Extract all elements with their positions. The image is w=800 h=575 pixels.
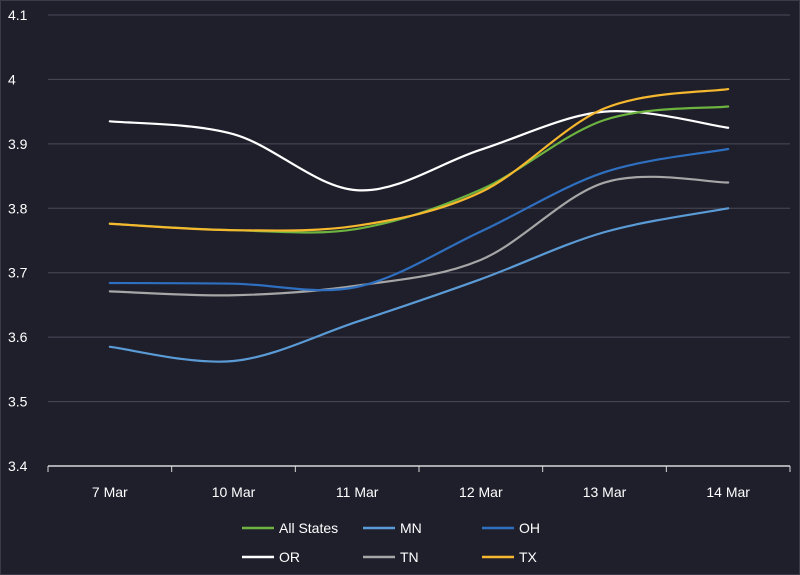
legend-item-or: OR	[242, 549, 300, 565]
series-line-oh	[108, 147, 730, 292]
legend-item-oh: OH	[482, 520, 540, 536]
legend-item-all-states: All States	[242, 520, 338, 536]
y-tick-label: 3.7	[8, 265, 28, 281]
gridlines	[48, 14, 790, 403]
x-tick-label: 14 Mar	[706, 484, 750, 500]
x-tick-label: 7 Mar	[92, 484, 128, 500]
legend-label: OH	[519, 520, 540, 536]
series-lines	[108, 87, 730, 363]
y-tick-label: 4	[8, 71, 16, 87]
legend-label: TX	[519, 549, 538, 565]
legend: All States MN OH OR TN TX	[242, 520, 540, 565]
x-axis: 7 Mar 10 Mar 11 Mar 12 Mar 13 Mar 14 Mar	[47, 465, 791, 500]
x-tick-label: 10 Mar	[212, 484, 256, 500]
series-line-or	[108, 110, 730, 192]
legend-label: MN	[400, 520, 422, 536]
series-line-tn	[108, 175, 730, 297]
legend-label: OR	[279, 549, 300, 565]
y-tick-label: 3.9	[8, 136, 28, 152]
x-tick-label: 13 Mar	[583, 484, 627, 500]
x-tick-label: 11 Mar	[336, 484, 379, 500]
legend-item-mn: MN	[363, 520, 422, 536]
y-axis-tick-labels: 3.4 3.5 3.6 3.7 3.8 3.9 4 4.1	[8, 7, 28, 474]
y-tick-label: 3.4	[8, 458, 28, 474]
series-line-mn	[108, 207, 730, 363]
series-line-tx	[108, 87, 730, 232]
legend-item-tn: TN	[363, 549, 419, 565]
y-tick-label: 3.6	[8, 329, 28, 345]
legend-item-tx: TX	[482, 549, 538, 565]
y-tick-label: 3.8	[8, 200, 28, 216]
y-tick-label: 4.1	[8, 7, 28, 23]
x-tick-label: 12 Mar	[459, 484, 503, 500]
legend-label: TN	[400, 549, 419, 565]
legend-label: All States	[279, 520, 338, 536]
y-tick-label: 3.5	[8, 394, 28, 410]
